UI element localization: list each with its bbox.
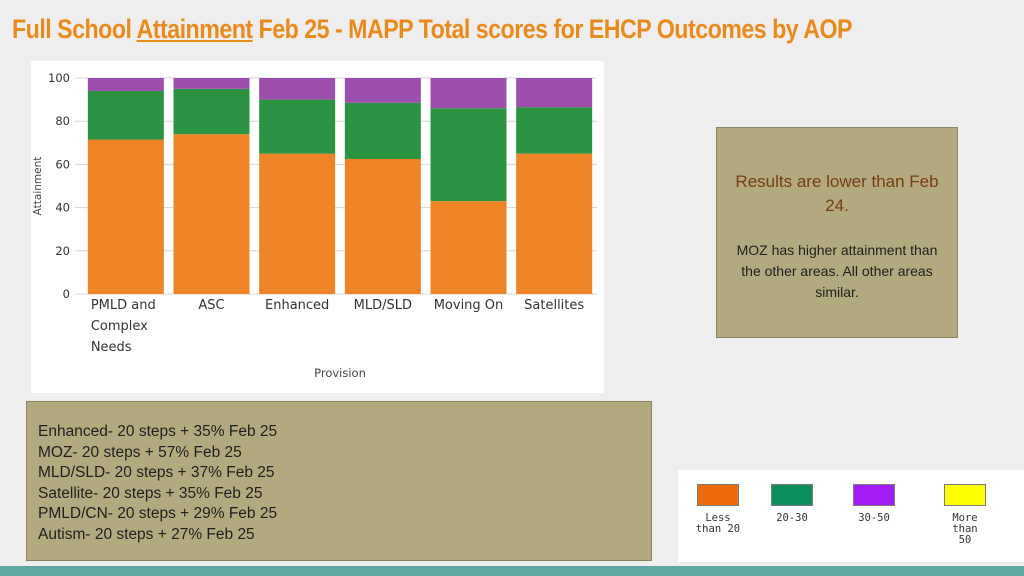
step-line: Enhanced- 20 steps + 35% Feb 25 xyxy=(38,423,278,440)
key-label: More than 50 xyxy=(952,512,978,546)
step-line: MOZ- 20 steps + 57% Feb 25 xyxy=(38,443,242,461)
bar-segment xyxy=(173,78,250,89)
x-tick-label: PMLD and xyxy=(91,298,156,313)
x-axis-title: Provision xyxy=(314,366,366,380)
results-lower-note: Results are lower than Feb 24. xyxy=(735,172,939,215)
bar-segment xyxy=(173,134,250,294)
slide-title: Full School Attainment Feb 25 - MAPP Tot… xyxy=(12,14,876,45)
key-swatch-green xyxy=(771,484,813,506)
chart-svg: 0 20 40 60 80 100 PMLD and Complex Needs ASC Enhan… xyxy=(32,71,597,380)
key-swatch-yellow xyxy=(944,484,986,506)
x-tick-label: Enhanced xyxy=(265,298,329,313)
key-item: More than 50 xyxy=(930,484,1000,546)
key-item: 30-50 xyxy=(839,484,909,524)
x-tick-label: ASC xyxy=(198,298,224,313)
key-label: 20-30 xyxy=(776,512,808,524)
bar-segment xyxy=(87,90,164,140)
bar-segment xyxy=(87,78,164,91)
key-item: Less than 20 xyxy=(683,484,753,535)
bar-segment xyxy=(344,159,421,294)
key-label: Less than 20 xyxy=(695,512,741,535)
x-tick-label: MLD/SLD xyxy=(354,298,412,313)
y-tick-label: 40 xyxy=(55,201,70,215)
bar-segment xyxy=(344,102,421,159)
step-line: Satellite- 20 steps + 35% Feb 25 xyxy=(38,484,263,502)
title-attainment-underlined: Attainment xyxy=(136,14,254,44)
key-swatch-orange xyxy=(697,484,739,506)
results-note-box: Results are lower than Feb 24. MOZ has h… xyxy=(716,127,958,338)
bar-segment xyxy=(87,139,164,294)
title-part-3: Feb 25 - MAPP Total scores for EHCP Outc… xyxy=(252,14,853,44)
steps-box: Enhanced- 20 steps + 35% Feb 25 MOZ- 20 … xyxy=(26,401,652,561)
key-swatch-purple xyxy=(853,484,895,506)
y-tick-label: 0 xyxy=(63,287,70,301)
moz-attainment-note: MOZ has higher attainment than the other… xyxy=(736,242,938,300)
y-tick-label: 20 xyxy=(55,244,70,258)
x-tick-label: Satellites xyxy=(524,298,584,313)
attainment-chart: 0 20 40 60 80 100 PMLD and Complex Needs ASC Enhan… xyxy=(31,61,604,393)
bottom-accent-bar xyxy=(0,566,1024,576)
x-tick-label: Needs xyxy=(91,340,132,355)
y-axis-title: Attainment xyxy=(32,157,44,216)
colour-key: Less than 20 20-30 30-50 More than 50 xyxy=(678,470,1024,562)
bar-segment xyxy=(344,78,421,103)
bar-segment xyxy=(430,201,507,294)
bar-segment xyxy=(516,107,593,154)
bar-segment xyxy=(430,78,507,109)
bar-segment xyxy=(173,88,250,135)
bar-segment xyxy=(430,108,507,202)
bar-segment xyxy=(516,153,593,294)
bar-segment xyxy=(259,99,336,154)
title-part-1: Full School xyxy=(12,14,137,44)
bar-segment xyxy=(516,78,593,108)
step-line: Autism- 20 steps + 27% Feb 25 xyxy=(38,525,255,543)
step-line: MLD/SLD- 20 steps + 37% Feb 25 xyxy=(38,464,275,481)
y-tick-label: 100 xyxy=(48,71,70,85)
key-label: 30-50 xyxy=(858,512,890,524)
x-tick-label: Complex xyxy=(91,319,148,334)
bar-segment xyxy=(259,78,336,100)
bar-segment xyxy=(259,153,336,294)
key-item: 20-30 xyxy=(757,484,827,524)
x-tick-label: Moving On xyxy=(434,298,504,313)
y-tick-label: 80 xyxy=(55,114,70,128)
step-line: PMLD/CN- 20 steps + 29% Feb 25 xyxy=(38,505,278,522)
y-tick-label: 60 xyxy=(55,157,70,171)
